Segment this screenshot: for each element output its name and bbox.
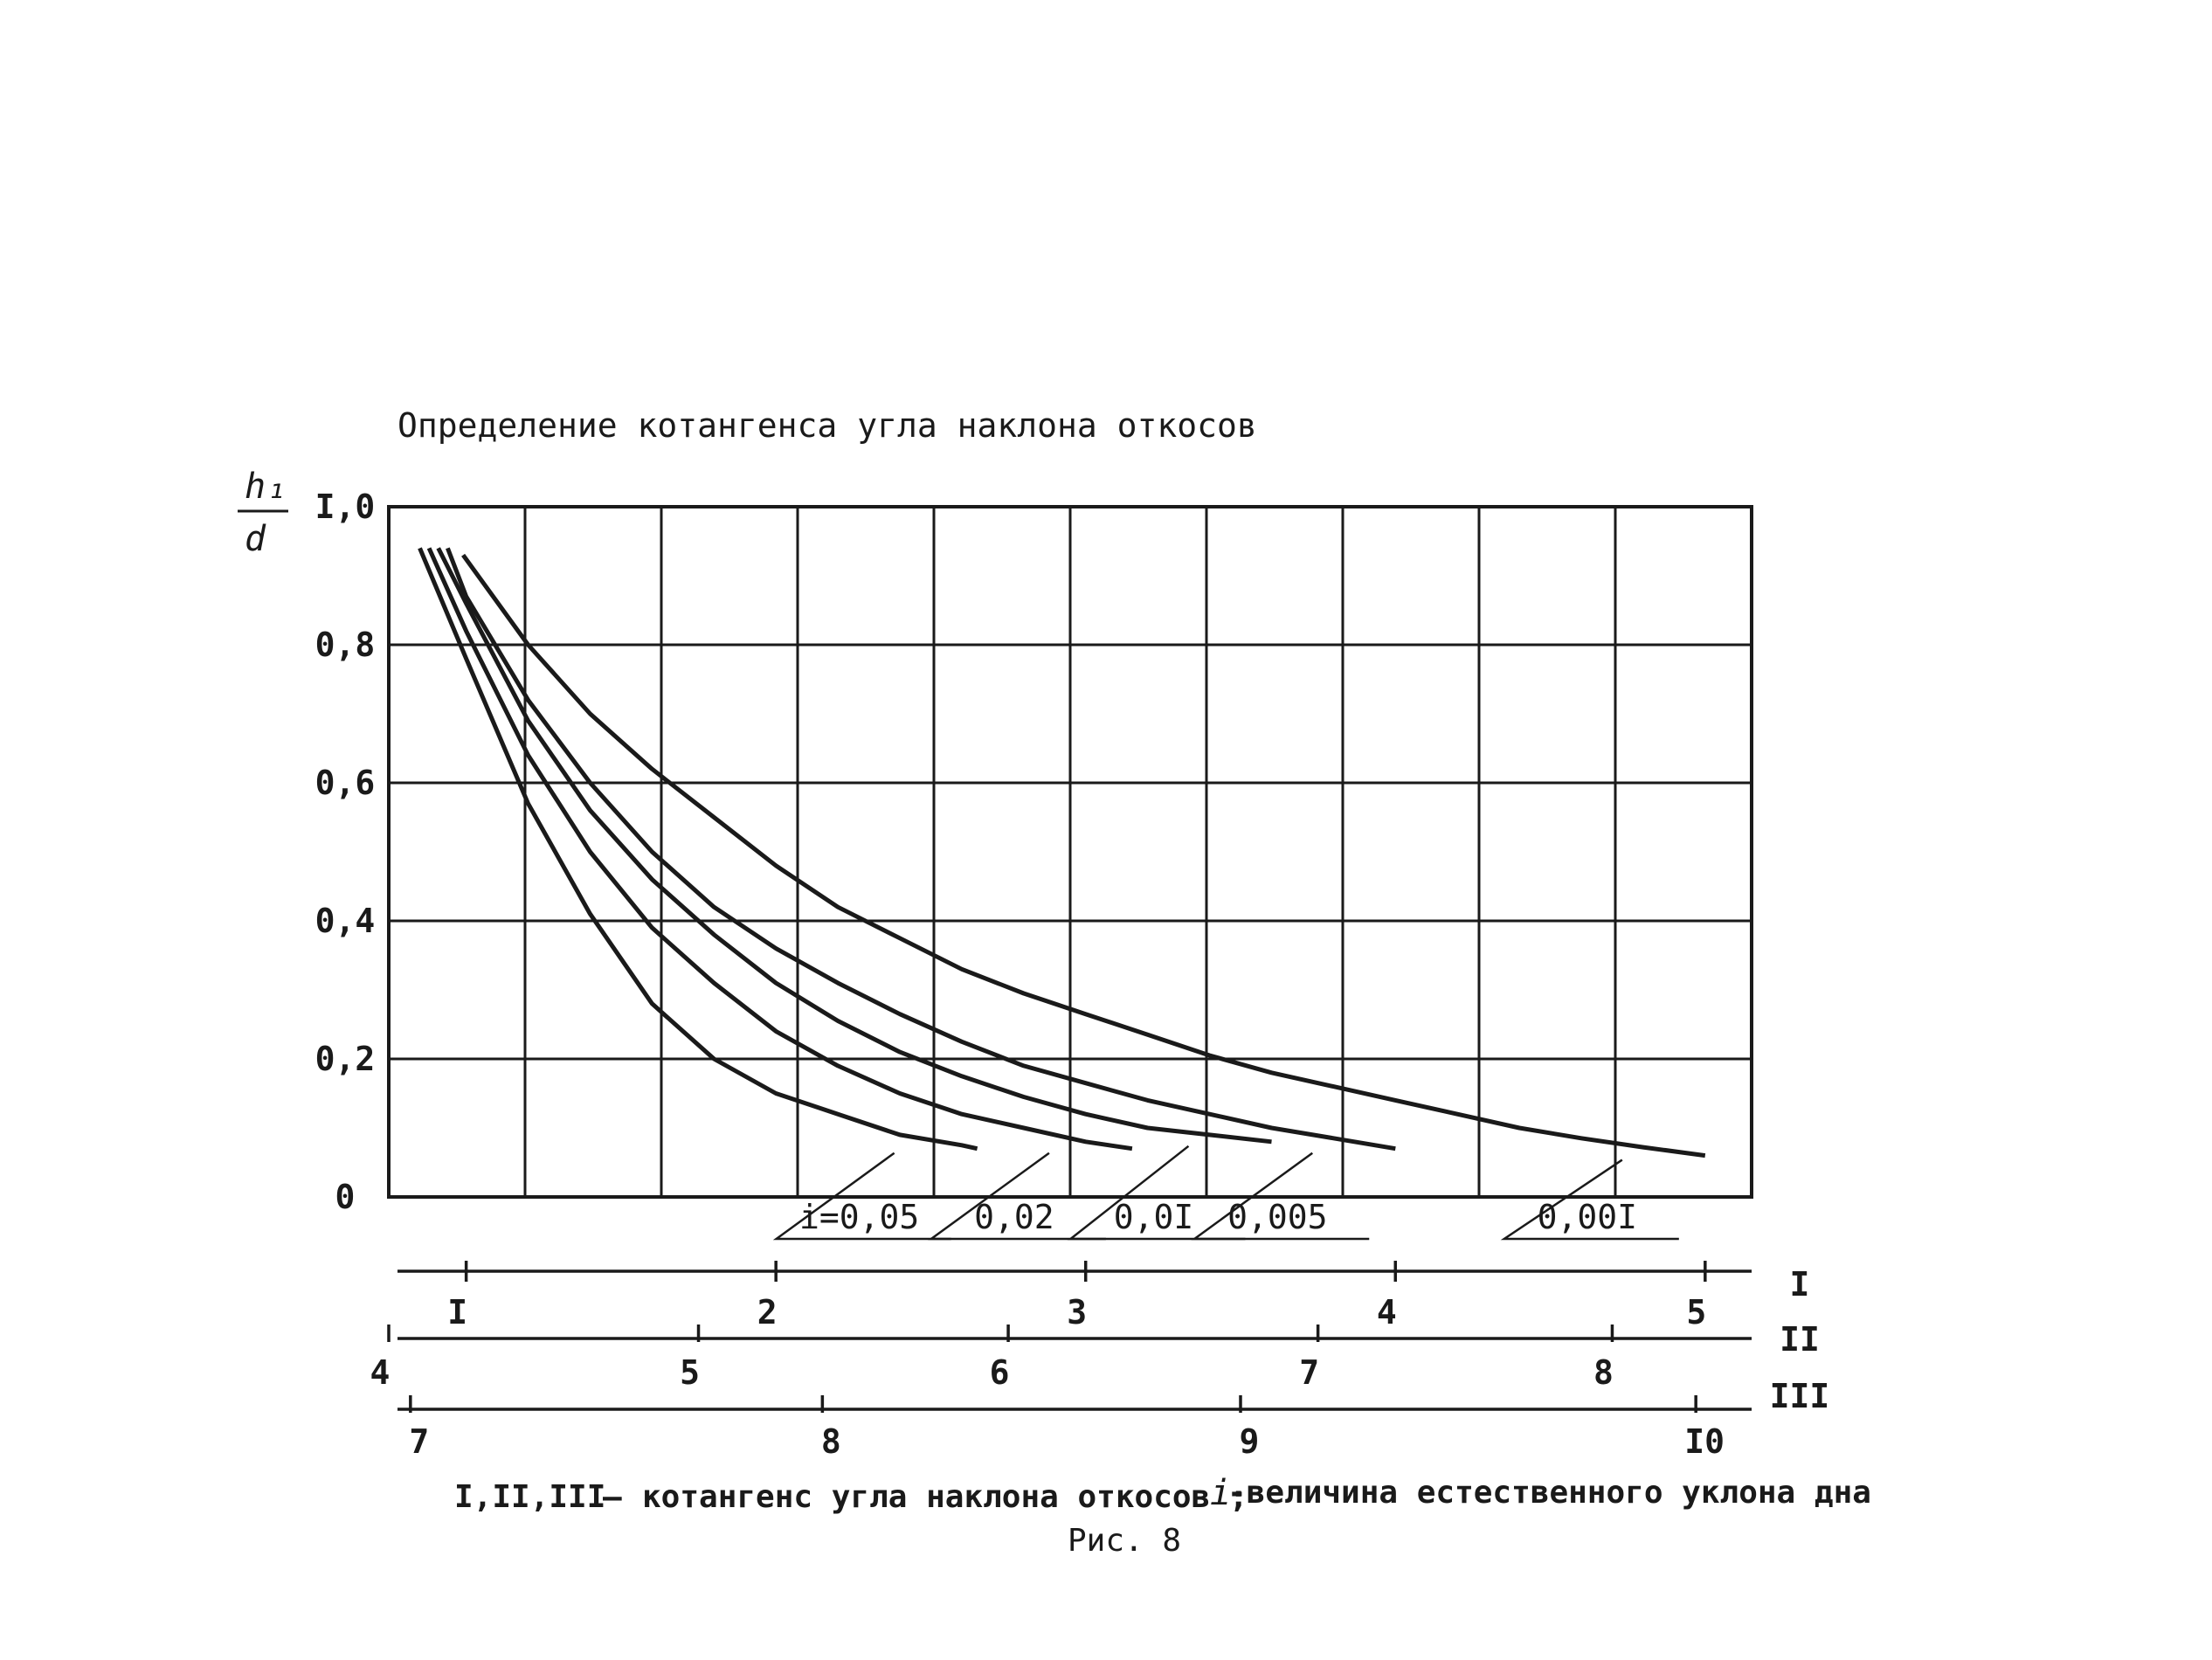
scale-III-tick-label: 9 (1240, 1422, 1260, 1461)
y-axis-label-denominator: d (245, 519, 266, 559)
scale-I-tick-label: 2 (757, 1293, 778, 1331)
y-tick-label: 0,4 (315, 902, 376, 940)
scale-III-tick-label: 8 (821, 1422, 841, 1461)
y-tick-label: 0,2 (315, 1040, 376, 1078)
curve-series (418, 547, 978, 1152)
curves (418, 547, 1706, 1159)
slope-leader (1500, 1159, 1679, 1241)
scale-II-tick-label: 7 (1299, 1353, 1319, 1392)
scale-III-tick-label: 7 (409, 1422, 429, 1461)
scale-II-tick-label: 8 (1593, 1353, 1614, 1392)
slope-label: i=0,05 (799, 1198, 919, 1236)
scale-I-name: I (1790, 1265, 1810, 1304)
curve-series (426, 547, 1133, 1152)
slope-leader (772, 1152, 951, 1241)
slope-leader (928, 1152, 1106, 1241)
x-scales: I 2 3 4 5 I 4 5 6 7 8 II 7 8 9 I0 III (370, 1261, 1830, 1461)
curve-series (436, 547, 1272, 1145)
y-tick-label: 0 (335, 1178, 356, 1216)
curve-series (446, 547, 1396, 1152)
scale-II-tick-label: 5 (680, 1353, 700, 1392)
scale-III-name: III (1770, 1377, 1830, 1415)
slope-label: 0,0I (1114, 1198, 1194, 1236)
scale-I-tick-label: 5 (1686, 1293, 1706, 1331)
scale-II-tick-label: 6 (990, 1353, 1010, 1392)
slope-leader (1067, 1145, 1246, 1241)
slope-labels: i=0,05 0,02 0,0I 0,005 0,00I (772, 1145, 1679, 1241)
caption-roman: I,II,III (454, 1479, 605, 1515)
y-tick-labels: 0 0,2 0,4 0,6 0,8 I,0 (315, 488, 376, 1216)
grid-lines (389, 507, 1752, 1197)
scale-I-tick-label: 4 (1377, 1293, 1397, 1331)
scale-II-tick-label: 4 (370, 1353, 391, 1392)
slope-label: 0,005 (1227, 1198, 1327, 1236)
caption-rest: -величина естественного уклона дна (1227, 1475, 1871, 1511)
chart-title: Определение котангенса угла наклона отко… (397, 406, 1257, 445)
scale-I-tick-label: I (447, 1293, 467, 1331)
curve-series (461, 553, 1706, 1159)
caption-text: котангенс угла наклона откосов ; (642, 1479, 1248, 1515)
slope-label: 0,00I (1538, 1198, 1637, 1236)
scale-III-tick-label: I0 (1684, 1422, 1725, 1461)
slope-leader (1191, 1152, 1370, 1241)
scale-II-name: II (1780, 1320, 1820, 1359)
caption-dash: – (603, 1479, 622, 1515)
scale-I-tick-label: 3 (1067, 1293, 1087, 1331)
y-tick-label: 0,8 (315, 626, 376, 664)
figure-number: Рис. 8 (1068, 1523, 1181, 1559)
y-tick-label: I,0 (315, 488, 376, 526)
y-tick-label: 0,6 (315, 764, 376, 802)
slope-label: 0,02 (974, 1198, 1054, 1236)
y-axis-label-numerator: h₁ (245, 467, 287, 507)
caption-i-symbol: i (1210, 1473, 1231, 1513)
